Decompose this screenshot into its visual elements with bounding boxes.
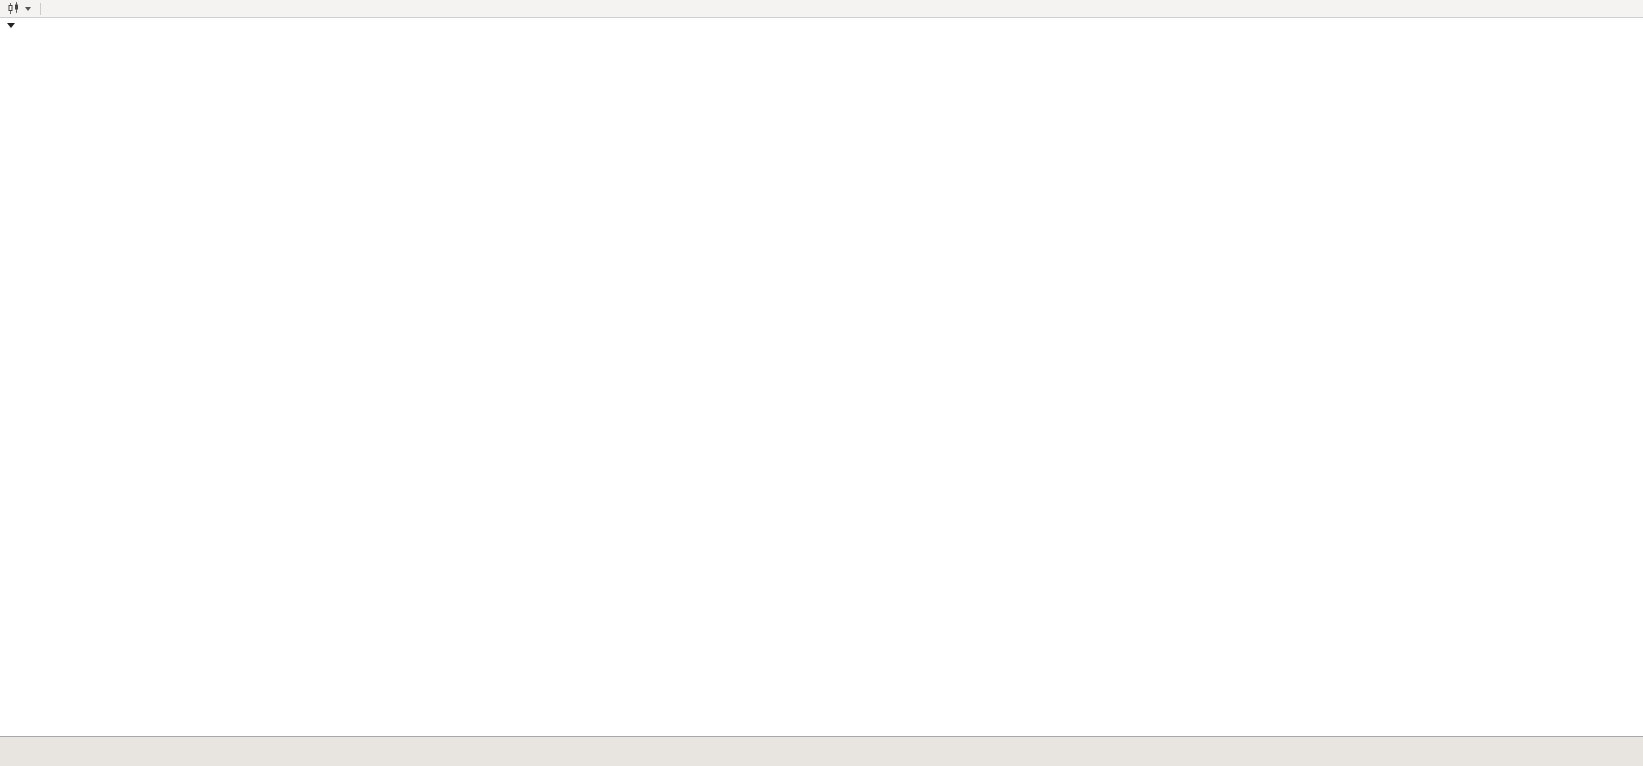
price-chart-canvas[interactable] [0, 18, 1643, 712]
toolbar-separator [40, 2, 41, 15]
main-toolbar [0, 0, 1643, 18]
chart-type-tool[interactable] [3, 2, 35, 15]
chevron-down-icon [25, 6, 31, 11]
collapse-triangle-icon[interactable] [7, 23, 15, 28]
chart-title [7, 23, 46, 28]
candlestick-chart-icon [8, 2, 18, 14]
chart-tab-bar [0, 736, 1643, 766]
chart-window-footer-space [0, 712, 1643, 736]
chart-window [0, 18, 1643, 712]
